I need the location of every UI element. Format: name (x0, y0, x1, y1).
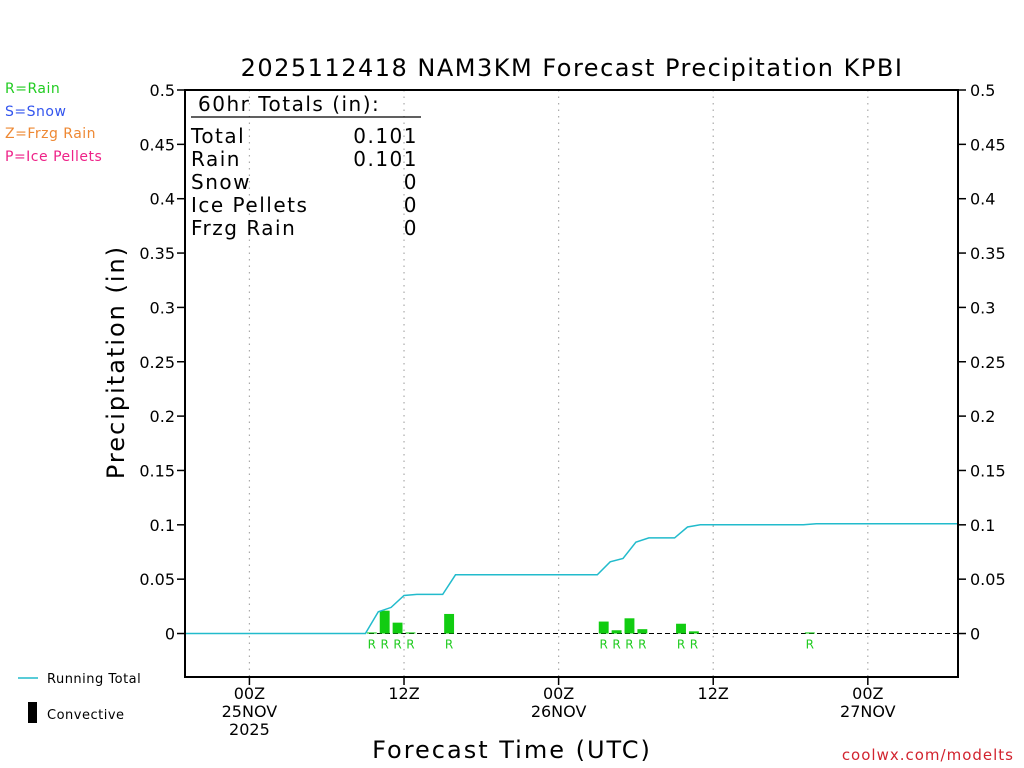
totals-value-frzg-rain: 0 (404, 216, 418, 240)
y-tick-label-left: 0.1 (150, 516, 175, 535)
precip-bar (637, 629, 648, 634)
totals-label-total: Total (190, 124, 245, 148)
legend-rain: R=Rain (5, 81, 61, 97)
x-tick-label: 25NOV (222, 702, 278, 721)
gridlines (185, 90, 958, 677)
x-tick-label: 2025 (229, 720, 270, 739)
precip-type-marker: R (638, 638, 646, 652)
x-tick-label: 00Z (234, 684, 265, 703)
y-tick-label-left: 0.25 (139, 353, 175, 372)
precip-type-marker: R (612, 638, 620, 652)
y-tick-label-left: 0.05 (139, 570, 175, 589)
x-tick-label: 12Z (698, 684, 729, 703)
y-tick-label-right: 0.45 (970, 135, 1006, 154)
y-tick-label-left: 0.2 (150, 407, 175, 426)
convective-legend-swatch (28, 702, 37, 723)
precip-type-marker: R (806, 638, 814, 652)
y-tick-label-left: 0.45 (139, 135, 175, 154)
precip-bar (624, 618, 635, 634)
legend-snow: S=Snow (5, 104, 67, 120)
running-total-legend-label: Running Total (47, 672, 141, 687)
precip-bar (804, 632, 815, 634)
y-axis-ticks: 0 00.05 0.050.1 0.10.15 0.150.2 0.20.25 0.250.… (139, 81, 1005, 644)
x-tick-label: 27NOV (840, 702, 896, 721)
x-tick-label: 12Z (388, 684, 419, 703)
precip-type-marker: R (381, 638, 389, 652)
precip-type-marker: R (393, 638, 401, 652)
x-tick-label: 00Z (543, 684, 574, 703)
totals-value-rain: 0.101 (353, 147, 418, 171)
precip-bars (366, 610, 815, 634)
y-tick-label-right: 0.35 (970, 244, 1006, 263)
y-tick-label-left: 0.3 (150, 298, 175, 317)
totals-header: 60hr Totals (in): (198, 92, 380, 116)
y-tick-label-right: 0.2 (970, 407, 995, 426)
precip-bar (688, 631, 699, 634)
running-total-line (185, 522, 958, 635)
totals-label-snow: Snow (191, 170, 251, 194)
y-tick-label-right: 0.4 (970, 190, 995, 209)
y-tick-label-right: 0.1 (970, 516, 995, 535)
totals-label-ice-pellets: Ice Pellets (191, 193, 308, 217)
y-tick-label-left: 0.5 (150, 81, 175, 100)
y-tick-label-left: 0 (165, 625, 175, 644)
source-watermark: coolwx.com/modelts (841, 746, 1014, 764)
totals-value-ice-pellets: 0 (404, 193, 418, 217)
precip-bar (366, 632, 377, 634)
precip-bar (379, 610, 390, 634)
precip-type-marker: R (406, 638, 414, 652)
y-tick-label-left: 0.4 (150, 190, 175, 209)
y-tick-label-right: 0.05 (970, 570, 1006, 589)
x-axis-label: Forecast Time (UTC) (372, 736, 652, 764)
precip-type-marker: R (625, 638, 633, 652)
y-axis-label: Precipitation (in) (102, 245, 130, 479)
precip-type-marker: R (368, 638, 376, 652)
precip-bar (405, 632, 416, 634)
x-tick-label: 26NOV (531, 702, 587, 721)
legend-ice-pellets: P=Ice Pellets (5, 149, 103, 165)
precip-type-marker: R (677, 638, 685, 652)
chart-title: 2025112418 NAM3KM Forecast Precipitation… (241, 54, 904, 82)
y-tick-label-left: 0.35 (139, 244, 175, 263)
precip-bar (598, 621, 609, 634)
legend-frzg-rain: Z=Frzg Rain (5, 126, 97, 142)
totals-label-rain: Rain (191, 147, 241, 171)
precip-type-marker: R (445, 638, 453, 652)
y-tick-label-right: 0.5 (970, 81, 995, 100)
convective-legend-label: Convective (47, 708, 125, 723)
precip-bar (444, 613, 455, 634)
totals-value-snow: 0 (404, 170, 418, 194)
precip-bar (611, 630, 622, 634)
y-tick-label-left: 0.15 (139, 461, 175, 480)
precip-type-marker: R (600, 638, 608, 652)
plot-frame (184, 89, 959, 678)
totals-box: 60hr Totals (in): Total 0.101 Rain 0.101… (190, 92, 421, 240)
y-tick-label-right: 0.3 (970, 298, 995, 317)
totals-label-frzg-rain: Frzg Rain (191, 216, 296, 240)
y-tick-label-right: 0 (970, 625, 980, 644)
x-tick-label: 00Z (852, 684, 883, 703)
precip-bar (392, 622, 403, 634)
precip-bar (676, 623, 686, 634)
running-total-layer (185, 522, 958, 635)
precip-type-marker: R (690, 638, 698, 652)
series-legend: Running Total Convective (18, 672, 141, 723)
y-tick-label-right: 0.25 (970, 353, 1006, 372)
y-tick-label-right: 0.15 (970, 461, 1006, 480)
totals-value-total: 0.101 (353, 124, 418, 148)
